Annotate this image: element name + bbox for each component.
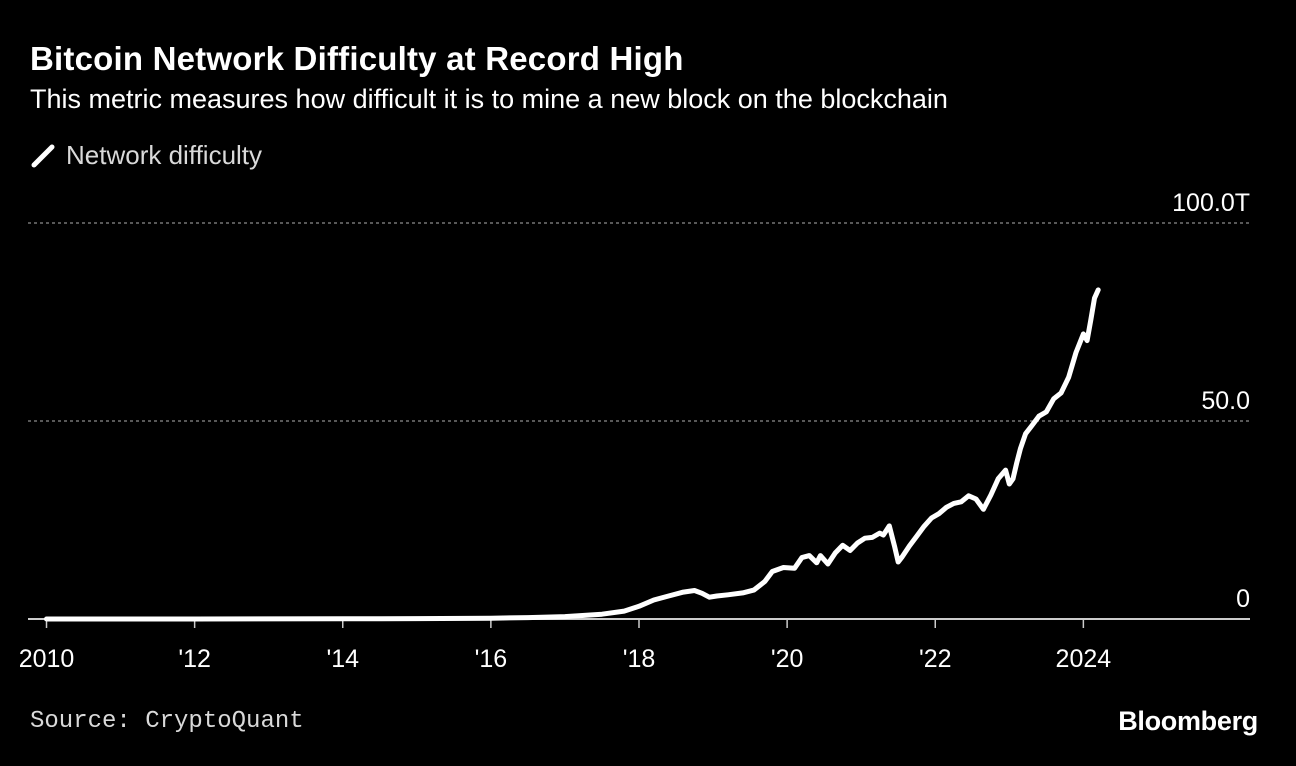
x-tick-label-4: '18 — [623, 645, 656, 673]
legend-label: Network difficulty — [66, 140, 263, 170]
chart-title: Bitcoin Network Difficulty at Record Hig… — [30, 40, 684, 77]
x-tick-label-7: 2024 — [1056, 645, 1112, 673]
x-tick-label-3: '16 — [475, 645, 508, 673]
x-tick-label-2: '14 — [326, 645, 359, 673]
x-tick-label-6: '22 — [919, 645, 952, 673]
series-line-network-difficulty — [44, 287, 1101, 622]
x-tick-label-5: '20 — [771, 645, 804, 673]
slash-line-icon — [31, 144, 55, 167]
bloomberg-logo: Bloomberg — [1118, 706, 1258, 736]
series-layer — [44, 287, 1101, 622]
x-tick-label-0: 2010 — [19, 645, 75, 673]
y-tick-label-2: 100.0T — [1172, 189, 1250, 217]
x-tick-label-1: '12 — [178, 645, 211, 673]
chart-subtitle: This metric measures how difficult it is… — [30, 84, 948, 114]
y-tick-label-0: 0 — [1236, 585, 1250, 613]
y-tick-label-1: 50.0 — [1201, 387, 1250, 415]
legend: Network difficulty — [30, 140, 262, 171]
source-note: Source: CryptoQuant — [30, 708, 304, 735]
tick-labels: 0 50.0 100.0T 2010 '12 '14 '16 '18 '20 '22 2024 — [19, 189, 1250, 673]
gridlines — [28, 222, 1250, 422]
